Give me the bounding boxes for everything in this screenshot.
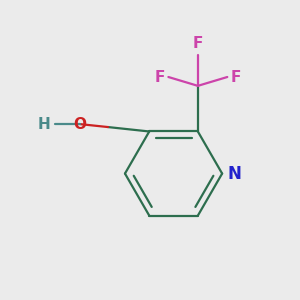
Text: H: H	[38, 117, 51, 132]
Text: F: F	[154, 70, 165, 85]
Text: F: F	[231, 70, 241, 85]
Text: N: N	[227, 165, 241, 183]
Text: O: O	[74, 117, 87, 132]
Text: F: F	[193, 36, 203, 51]
